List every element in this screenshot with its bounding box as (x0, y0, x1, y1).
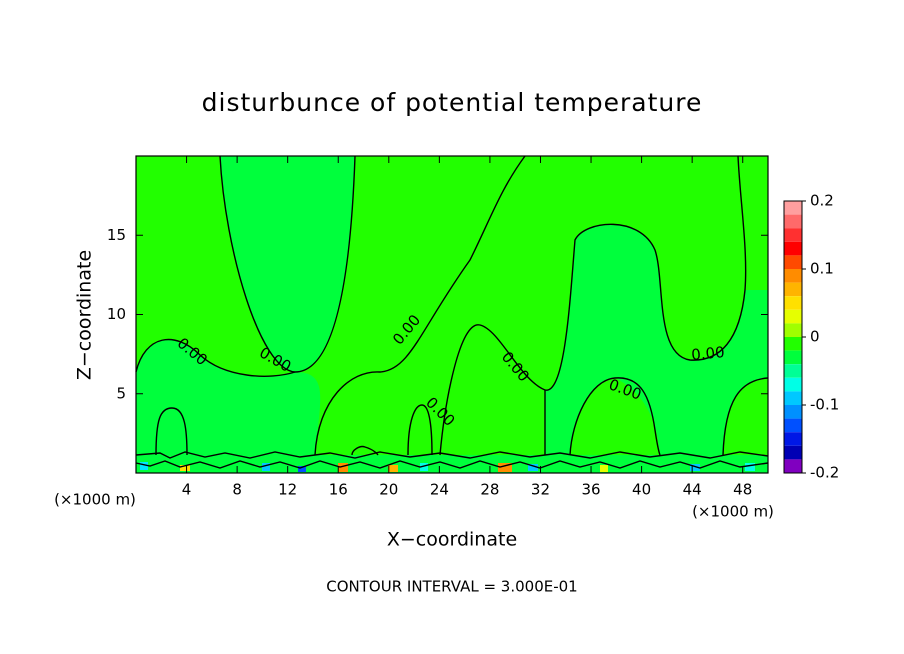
colorbar-swatch (784, 391, 802, 405)
colorbar-swatch (784, 364, 802, 378)
colorbar-swatch (784, 377, 802, 392)
noise-cell (498, 463, 512, 472)
x-tick-label: 8 (232, 481, 242, 499)
colorbar-tick-label: -0.1 (810, 396, 839, 414)
contour-label: 0.00 (691, 343, 726, 364)
colorbar-swatch (784, 201, 802, 215)
contour-line (439, 324, 546, 456)
colorbar-swatch (784, 432, 802, 446)
noise-cell (528, 464, 538, 471)
colorbar-tick-label: 0 (810, 328, 820, 346)
contour-line (314, 155, 526, 456)
field-region (136, 339, 321, 455)
contour-line (722, 377, 769, 456)
x-tick-label: 4 (182, 481, 192, 499)
colorbar-swatch (784, 269, 802, 283)
x-tick-label: 28 (480, 481, 499, 499)
colorbar-swatch (784, 282, 802, 297)
y-tick-label: 10 (107, 305, 126, 323)
x-tick-label: 24 (430, 481, 449, 499)
x-tick-label: 36 (581, 481, 600, 499)
y-tick-label: 15 (107, 226, 126, 244)
x-unit-label: (×1000 m) (692, 503, 774, 521)
contour-line (135, 338, 296, 377)
contour-field (135, 155, 769, 473)
noise-cell (420, 463, 428, 471)
contour-line (569, 377, 661, 456)
colorbar-tick-label: -0.2 (810, 464, 839, 482)
colorbar-swatch (784, 296, 802, 310)
noise-cell (745, 463, 755, 471)
noise-cell (338, 463, 348, 472)
colorbar-swatch (784, 418, 802, 433)
noise-cell (388, 465, 398, 472)
colorbar-swatch (784, 214, 802, 229)
x-tick-label: 44 (683, 481, 702, 499)
x-tick-label: 16 (329, 481, 348, 499)
colorbar-tick-label: 0.2 (810, 192, 834, 210)
noise-cell (298, 466, 306, 472)
contour-line (135, 451, 769, 459)
x-tick-label: 20 (379, 481, 398, 499)
noise-cell (180, 465, 190, 471)
boundary-noise (135, 451, 769, 472)
contour-line (135, 460, 769, 469)
x-tick-label: 12 (278, 481, 297, 499)
noise-cell (262, 463, 270, 471)
y-axis-label: Z−coordinate (74, 250, 96, 380)
y-unit-label: (×1000 m) (54, 491, 136, 509)
x-tick-label: 48 (733, 481, 752, 499)
colorbar-swatch (784, 337, 802, 351)
chart-title: disturbunce of potential temperature (202, 88, 703, 117)
colorbar-swatch (784, 350, 802, 365)
colorbar-swatch (784, 309, 802, 324)
noise-cell (140, 462, 148, 470)
x-tick-label: 32 (531, 481, 550, 499)
colorbar-tick-label: 0.1 (810, 260, 834, 278)
colorbar-swatch (784, 241, 802, 256)
colorbar-swatch (784, 405, 802, 419)
noise-cell (690, 464, 700, 471)
field-boundary-layer (136, 455, 768, 473)
contour-line (351, 445, 379, 456)
noise-cell (600, 465, 608, 472)
x-tick-label: 40 (632, 481, 651, 499)
contour-line (155, 407, 188, 456)
colorbar-swatch (784, 255, 802, 269)
contour-interval-note: CONTOUR INTERVAL = 3.000E-01 (326, 578, 577, 596)
contour-line (407, 404, 433, 456)
colorbar-swatch (784, 459, 802, 473)
contour-line (544, 155, 747, 391)
colorbar-swatch (784, 445, 802, 460)
field-region (545, 224, 768, 455)
colorbar-swatch (784, 323, 802, 337)
y-tick-label: 5 (116, 384, 126, 402)
x-axis-label: X−coordinate (387, 529, 517, 551)
colorbar-swatch (784, 228, 802, 242)
